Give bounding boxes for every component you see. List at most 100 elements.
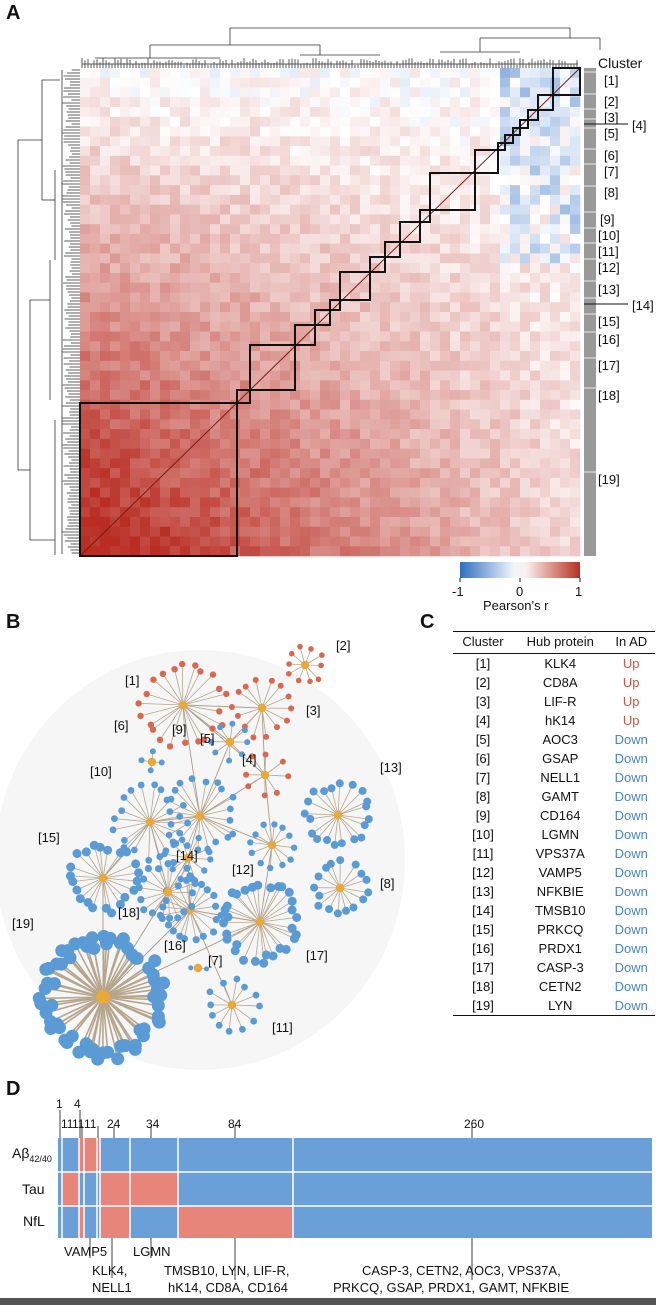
heatmap-cell	[510, 292, 521, 303]
heatmap-cell	[360, 136, 371, 147]
heatmap-cell	[490, 175, 501, 186]
heatmap-cell	[240, 263, 251, 274]
heatmap-cell	[180, 341, 191, 352]
hub-node	[267, 840, 277, 850]
heatmap-cell	[120, 165, 131, 176]
heatmap-cell	[170, 390, 181, 401]
heatmap-cell	[90, 136, 101, 147]
heatmap-cell	[340, 282, 351, 293]
heatmap-cell	[100, 497, 111, 508]
heatmap-cell	[540, 380, 551, 391]
heatmap-cell	[100, 487, 111, 498]
heatmap-cell	[480, 233, 491, 244]
heatmap-cell	[460, 185, 471, 196]
heatmap-cell	[140, 399, 151, 410]
heatmap-cell	[240, 351, 251, 362]
spoke-edge	[199, 782, 219, 817]
heatmap-cell	[520, 175, 531, 186]
cluster-label: [4]	[632, 118, 647, 133]
heatmap-cell	[230, 175, 241, 186]
heatmap-cell	[450, 243, 461, 254]
heatmap-cell	[540, 390, 551, 401]
heatmap-cell	[280, 136, 291, 147]
heatmap-cell	[480, 77, 491, 88]
heatmap-cell	[80, 165, 91, 176]
heatmap-cell	[280, 282, 291, 293]
heatmap-cell	[150, 77, 161, 88]
heatmap-cell	[460, 107, 471, 118]
heatmap-cell	[440, 516, 451, 528]
heatmap-cell	[320, 136, 331, 147]
heatmap-cell	[450, 497, 461, 508]
heatmap-cell	[430, 429, 441, 440]
hub-node	[163, 887, 173, 897]
heatmap-cell	[80, 204, 91, 215]
heatmap-cell	[510, 487, 521, 498]
protein-node	[147, 767, 154, 774]
cluster-box	[552, 67, 581, 96]
heatmap-cell	[200, 419, 211, 430]
heatmap-cell	[280, 302, 291, 313]
heatmap-cell	[190, 87, 201, 98]
protein-node	[271, 821, 278, 828]
heatmap-cell	[200, 77, 211, 88]
heatmap-cell	[450, 155, 461, 166]
protein-node	[335, 779, 344, 788]
protein-node	[216, 708, 223, 715]
heatmap-cell	[320, 68, 331, 79]
heatmap-cell	[430, 507, 441, 518]
protein-node	[143, 690, 150, 698]
heatmap-cell	[440, 116, 451, 127]
heatmap-cell	[400, 68, 411, 79]
heatmap-cell	[220, 194, 231, 205]
heatmap-cell	[550, 282, 561, 293]
spoke-edge	[339, 864, 357, 889]
heatmap-cell	[450, 380, 461, 391]
spoke-edge	[255, 921, 261, 962]
heatmap-cell	[160, 312, 171, 323]
heatmap-cell	[450, 546, 461, 557]
heatmap-cell	[170, 243, 181, 254]
heatmap-cell	[170, 409, 181, 420]
heatmap-cell	[210, 360, 221, 371]
heatmap-cell	[80, 214, 91, 225]
heatmap-cell	[180, 165, 191, 176]
heatmap-cell	[100, 116, 111, 127]
heatmap-cell	[510, 224, 521, 235]
heatmap-cell	[180, 321, 191, 332]
heatmap-cell	[390, 507, 401, 518]
protein-node	[285, 693, 292, 700]
heatmap-cell	[240, 516, 251, 528]
heatmap-cell	[250, 477, 261, 488]
heatmap-cell	[160, 263, 171, 274]
cell-cluster: [1]	[475, 656, 491, 671]
heatmap-cell	[340, 497, 351, 508]
spoke-edge	[92, 877, 104, 908]
heatmap-cell	[140, 380, 151, 391]
heatmap-cell	[500, 77, 511, 88]
spoke-edge	[337, 814, 365, 826]
protein-node	[313, 835, 322, 843]
heatmap-cell	[80, 536, 91, 547]
protein-node	[194, 846, 202, 854]
spoke-edge	[143, 891, 169, 911]
heatmap-cell	[410, 185, 421, 196]
heatmap-cell	[380, 546, 391, 557]
heatmap-cell	[330, 155, 341, 166]
heatmap-cell	[420, 536, 431, 547]
spoke-edge	[91, 996, 104, 1050]
heatmap-cell	[390, 204, 401, 215]
heatmap-cell	[200, 214, 211, 225]
heatmap-cell	[280, 146, 291, 157]
heatmap-cell	[130, 399, 141, 410]
spoke-edge	[259, 921, 267, 955]
spoke-edge	[167, 891, 179, 918]
protein-node	[209, 725, 216, 732]
heatmap-cell	[280, 468, 291, 479]
cluster-label: [19]	[598, 472, 620, 487]
heatmap-cell	[130, 458, 141, 469]
heatmap-cell	[360, 351, 371, 362]
heatmap-cell	[190, 497, 201, 508]
protein-node	[315, 891, 324, 900]
heatmap-cell	[510, 282, 521, 293]
